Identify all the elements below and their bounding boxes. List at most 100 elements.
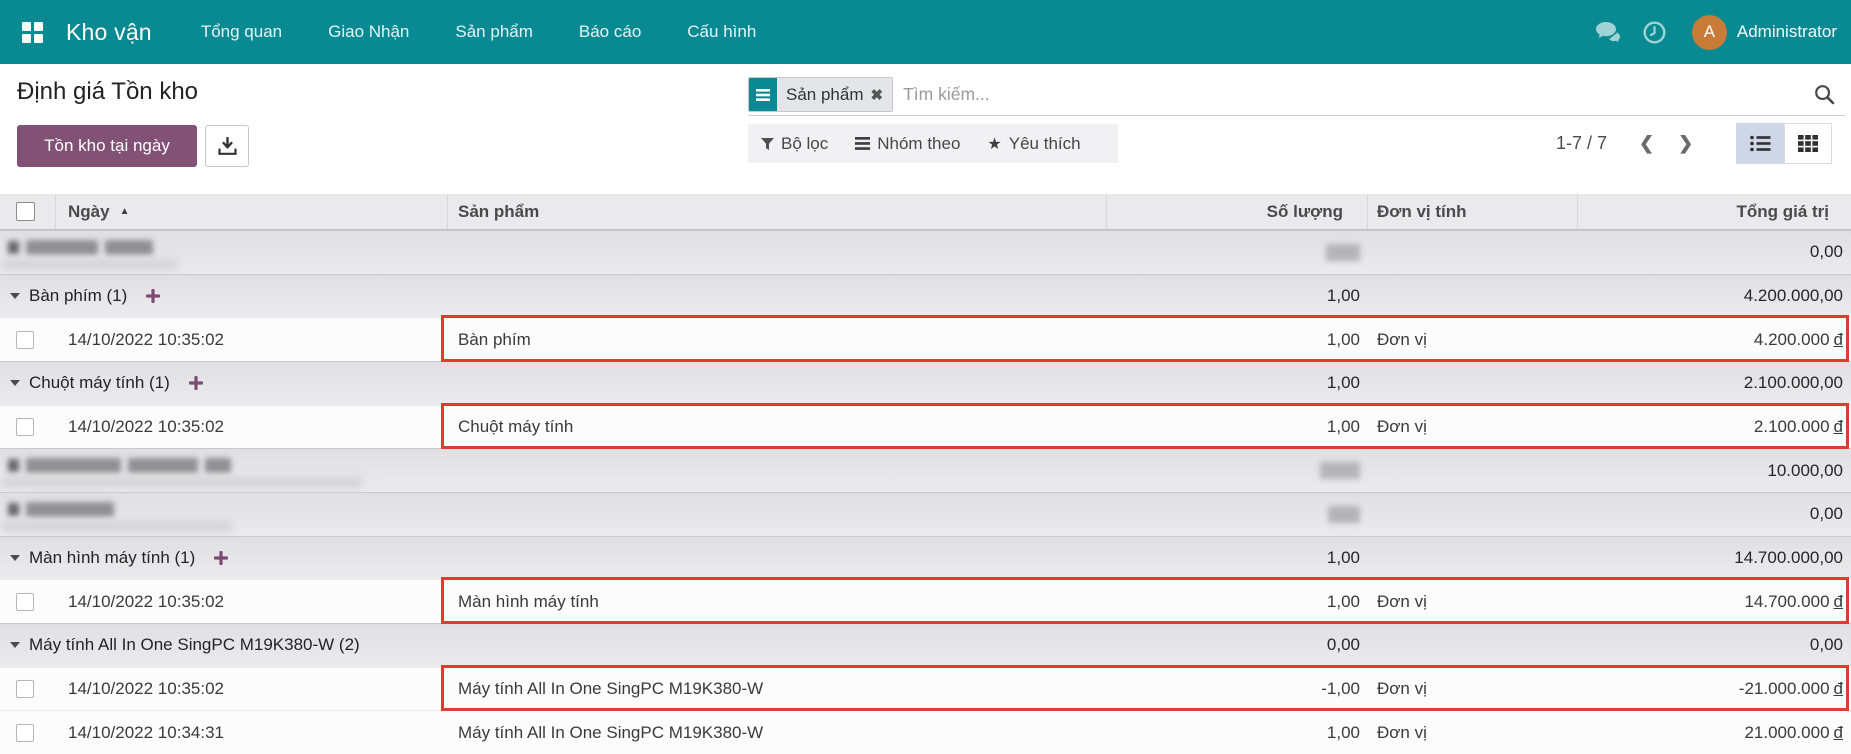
add-record-icon[interactable] [214,550,229,565]
group-by-button[interactable]: Nhóm theo [855,134,960,154]
activities-clock-icon[interactable] [1632,0,1678,64]
facet-remove-icon[interactable]: ✖ [870,86,884,104]
view-switcher [1736,123,1832,164]
redacted-group-row[interactable]: 0,00 [0,230,1851,274]
top-navbar: Kho vận Tổng quan Giao Nhận Sản phẩm Báo cá… [0,0,1851,64]
redacted-group-row[interactable]: 10.000,00 [0,448,1851,492]
group-row[interactable]: Màn hình máy tính (1) 1,00 14.700.000,00 [0,535,1851,580]
table-row[interactable]: 14/10/2022 10:35:02 Chuột máy tính 1,00 … [0,404,1851,449]
star-icon: ★ [987,135,1002,153]
cell-product: Bàn phím [458,329,531,349]
group-qty: 1,00 [1326,285,1360,305]
cell-value: 21.000.000 đ [1744,722,1843,742]
caret-down-icon[interactable] [10,292,20,299]
nav-menu-item[interactable]: Giao Nhận [328,22,410,41]
redacted-smear [2,477,362,489]
redacted-qty [1326,243,1360,261]
cell-uom: Đơn vị [1377,329,1427,349]
group-label: Chuột máy tính (1) [29,373,170,393]
cell-product: Máy tính All In One SingPC M19K380-W [458,722,764,742]
redacted-label [8,240,153,255]
group-label: Màn hình máy tính (1) [29,547,196,567]
column-header-uom[interactable]: Đơn vị tính [1368,194,1578,229]
table-body: 0,00 Bàn phím (1) 1,00 4.200.000,00 14/1… [0,230,1851,754]
row-checkbox[interactable] [16,679,34,698]
group-row[interactable]: Máy tính All In One SingPC M19K380-W (2)… [0,622,1851,667]
row-checkbox[interactable] [16,592,34,611]
group-total-value: 2.100.000,00 [1743,373,1843,393]
nav-menu-item[interactable]: Báo cáo [578,22,642,41]
column-header-qty[interactable]: Số lượng [1107,194,1368,229]
search-input[interactable] [893,84,1814,105]
group-row[interactable]: Chuột máy tính (1) 1,00 2.100.000,00 [0,360,1851,405]
cell-qty: -1,00 [1321,678,1360,698]
table-row[interactable]: 14/10/2022 10:35:02 Máy tính All In One … [0,666,1851,711]
redacted-qty [1328,505,1360,523]
table-row[interactable]: 14/10/2022 10:35:02 Màn hình máy tính 1,… [0,579,1851,623]
group-by-facet-icon [749,78,777,111]
pivot-view-button[interactable] [1784,123,1832,164]
search-options-bar: Bộ lọc Nhóm theo ★ Yêu thích [748,124,1118,163]
export-download-button[interactable] [205,125,249,167]
column-header-value[interactable]: Tổng giá trị [1736,201,1829,221]
cell-date: 14/10/2022 10:35:02 [68,416,224,436]
cell-date: 14/10/2022 10:34:31 [68,722,224,742]
user-menu[interactable]: Administrator [1736,22,1837,41]
nav-menu-item[interactable]: Sản phẩm [455,22,533,41]
redacted-group-row[interactable]: 0,00 [0,491,1851,536]
select-all-checkbox[interactable] [16,202,35,221]
group-qty: 0,00 [1326,635,1360,655]
filters-button[interactable]: Bộ lọc [761,134,828,154]
column-header-date[interactable]: Ngày ▲ [56,194,448,229]
chat-bubbles-icon [1596,22,1621,43]
search-icon[interactable] [1814,84,1835,105]
search-bar: Sản phẩm ✖ [748,74,1845,116]
list-view-button[interactable] [1736,123,1784,164]
table-row[interactable]: 14/10/2022 10:34:31 Máy tính All In One … [0,710,1851,754]
nav-menu: Tổng quan Giao Nhận Sản phẩm Báo cáo Cấu hìn… [178,0,779,64]
caret-down-icon[interactable] [10,554,20,561]
app-brand[interactable]: Kho vận [66,18,152,45]
group-by-icon [855,137,871,150]
stock-at-date-button[interactable]: Tồn kho tại ngày [17,125,197,167]
row-checkbox[interactable] [16,417,34,436]
table-row[interactable]: 14/10/2022 10:35:02 Bàn phím 1,00 Đơn vị… [0,317,1851,361]
nav-menu-item[interactable]: Tổng quan [200,22,283,41]
group-total-value: 14.700.000,00 [1734,547,1843,567]
favorites-button[interactable]: ★ Yêu thích [987,133,1081,153]
group-row[interactable]: Bàn phím (1) 1,00 4.200.000,00 [0,273,1851,318]
currency-symbol: đ [1833,416,1843,436]
avatar[interactable]: A [1691,14,1727,50]
nav-menu-item[interactable]: Cấu hình [687,22,757,41]
pager-previous-icon[interactable]: ❮ [1639,133,1655,153]
column-header-product[interactable]: Sản phẩm [448,194,1107,229]
cell-product: Màn hình máy tính [458,591,599,611]
cell-value: 14.700.000 đ [1744,591,1843,611]
row-checkbox[interactable] [16,330,34,349]
add-record-icon[interactable] [188,376,203,391]
list-icon [1749,135,1770,152]
filter-funnel-icon [761,137,774,150]
currency-symbol: đ [1833,329,1843,349]
currency-symbol: đ [1833,722,1843,742]
page-title: Định giá Tồn kho [17,78,199,105]
group-total-value: 4.200.000,00 [1743,285,1843,305]
apps-menu-icon[interactable] [0,0,64,64]
cell-product: Máy tính All In One SingPC M19K380-W [458,678,764,698]
pager-next-icon[interactable]: ❯ [1678,133,1694,153]
redacted-label [8,501,114,517]
messages-icon[interactable] [1586,0,1632,64]
cell-qty: 1,00 [1326,416,1360,436]
cell-date: 14/10/2022 10:35:02 [68,678,224,698]
cell-date: 14/10/2022 10:35:02 [68,329,224,349]
caret-down-icon[interactable] [10,380,20,387]
sort-ascending-icon: ▲ [119,206,130,217]
caret-down-icon[interactable] [10,642,20,649]
grid-icon [21,21,43,43]
group-total-value: 0,00 [1809,504,1843,524]
cell-uom: Đơn vị [1377,722,1427,742]
row-checkbox[interactable] [16,723,34,742]
add-record-icon[interactable] [146,288,161,303]
cell-uom: Đơn vị [1377,678,1427,698]
cell-date: 14/10/2022 10:35:02 [68,591,224,611]
